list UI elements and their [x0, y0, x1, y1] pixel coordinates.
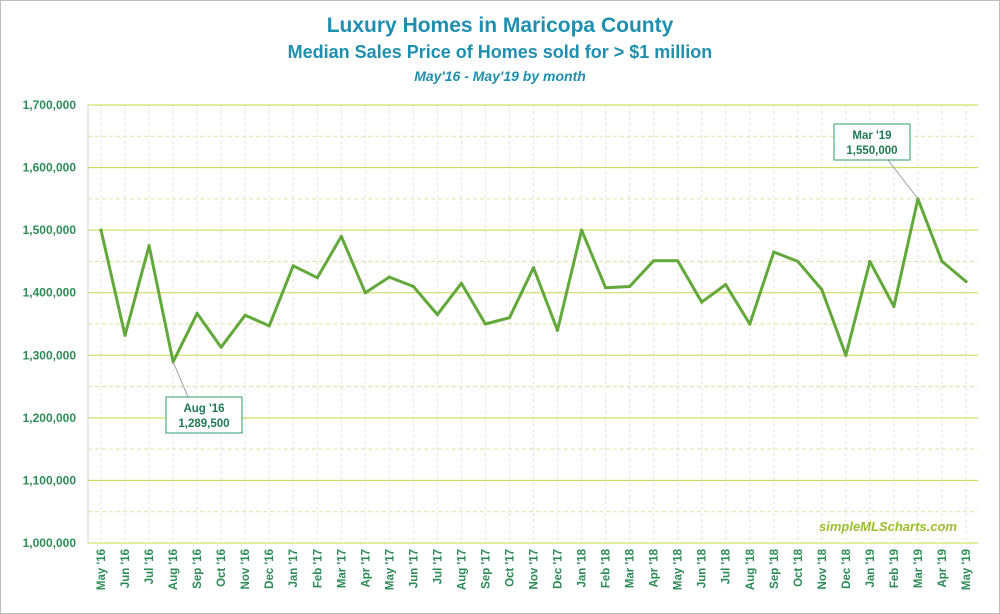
x-tick-label: Aug '17 [456, 549, 468, 590]
chart-subtitle: Median Sales Price of Homes sold for > $… [287, 42, 713, 62]
data-point [652, 259, 656, 263]
data-point [844, 353, 848, 357]
x-tick-label: Jul '16 [144, 549, 156, 584]
y-tick-label: 1,000,000 [23, 536, 77, 550]
x-tick-label: Jan '18 [577, 548, 589, 587]
data-point [555, 328, 560, 332]
x-tick-label: Dec '16 [264, 549, 276, 589]
x-tick-label: Sep '18 [769, 548, 781, 588]
x-tick-label: Mar '19 [913, 549, 925, 588]
callout-leader [887, 159, 919, 200]
data-point [676, 259, 680, 263]
x-tick-label: Jan '19 [865, 549, 877, 588]
x-tick-label: Feb '17 [312, 549, 324, 588]
data-point [603, 286, 608, 290]
data-point [700, 300, 704, 304]
data-point [195, 311, 199, 315]
data-point [123, 333, 127, 337]
x-tick-label: Jan '17 [288, 549, 300, 588]
x-tick-label: May '16 [96, 549, 108, 590]
x-tick-label: Apr '19 [937, 549, 949, 588]
x-tick-label: Feb '19 [889, 549, 901, 588]
x-tick-label: Oct '17 [504, 549, 516, 587]
data-point [964, 279, 968, 284]
data-point [315, 276, 319, 280]
data-point [579, 228, 584, 232]
chart-date-range: May'16 - May'19 by month [414, 68, 586, 84]
data-point [796, 259, 800, 264]
x-tick-label: Jul '17 [432, 549, 444, 584]
x-tick-label: May '17 [384, 549, 396, 590]
x-tick-label: Nov '18 [817, 548, 829, 589]
data-point [411, 284, 415, 289]
x-tick-label: Oct '16 [216, 549, 228, 587]
y-tick-label: 1,600,000 [23, 161, 77, 175]
y-tick-label: 1,400,000 [23, 286, 77, 300]
chart-title: Luxury Homes in Maricopa County [326, 14, 674, 37]
x-tick-label: Nov '16 [240, 549, 252, 589]
callout-label: Mar '19 [852, 130, 891, 142]
x-tick-label: Sep '17 [480, 549, 492, 589]
x-tick-label: Apr '18 [649, 548, 661, 587]
y-tick-label: 1,500,000 [23, 223, 77, 237]
x-tick-label: Apr '17 [360, 549, 372, 588]
callout-value: 1,550,000 [846, 145, 897, 157]
callout-box [833, 123, 911, 161]
data-point [99, 228, 103, 232]
data-point [147, 244, 151, 248]
x-tick-label: Jun '17 [408, 549, 420, 588]
x-tick-label: Mar '18 [625, 548, 637, 588]
data-point [820, 287, 824, 292]
x-tick-label: May '19 [961, 549, 973, 590]
data-point [507, 316, 512, 320]
data-point [531, 266, 536, 270]
x-tick-label: Nov '17 [529, 549, 541, 589]
x-tick-label: Mar '17 [336, 549, 348, 588]
data-point [243, 313, 247, 317]
y-tick-label: 1,200,000 [23, 411, 77, 425]
x-tick-label: Aug '16 [168, 549, 180, 590]
x-tick-label: Feb '18 [601, 548, 613, 588]
y-tick-label: 1,300,000 [23, 348, 77, 362]
data-point [219, 345, 223, 349]
data-point [291, 264, 295, 268]
x-tick-label: Jun '16 [120, 549, 132, 588]
x-tick-label: May '18 [673, 548, 685, 590]
data-point [892, 304, 896, 309]
data-point [628, 284, 632, 289]
data-point [363, 291, 367, 295]
x-tick-label: Dec '17 [553, 549, 565, 589]
callout-leader [172, 361, 189, 398]
data-point [940, 259, 944, 264]
x-tick-label: Aug '18 [745, 548, 757, 590]
data-point [459, 281, 464, 285]
x-tick-label: Jun '18 [697, 548, 709, 588]
y-tick-label: 1,700,000 [23, 98, 77, 112]
data-point [748, 322, 752, 326]
data-point [339, 234, 343, 238]
watermark-text: simpleMLScharts.com [819, 519, 957, 534]
data-point [267, 324, 271, 328]
y-tick-label: 1,100,000 [23, 473, 77, 487]
data-point [483, 322, 488, 326]
data-point [435, 313, 439, 317]
x-tick-label: Dec '18 [841, 548, 853, 588]
data-point [387, 275, 391, 279]
data-point [772, 250, 776, 254]
x-tick-label: Oct '18 [793, 548, 805, 586]
x-tick-label: Sep '16 [192, 549, 204, 589]
callout-value: 1,289,500 [178, 418, 229, 430]
x-tick-label: Jul '18 [721, 548, 733, 584]
data-point [724, 282, 728, 287]
callout-box [165, 396, 243, 434]
callout-label: Aug '16 [183, 403, 224, 415]
data-point [868, 259, 872, 264]
